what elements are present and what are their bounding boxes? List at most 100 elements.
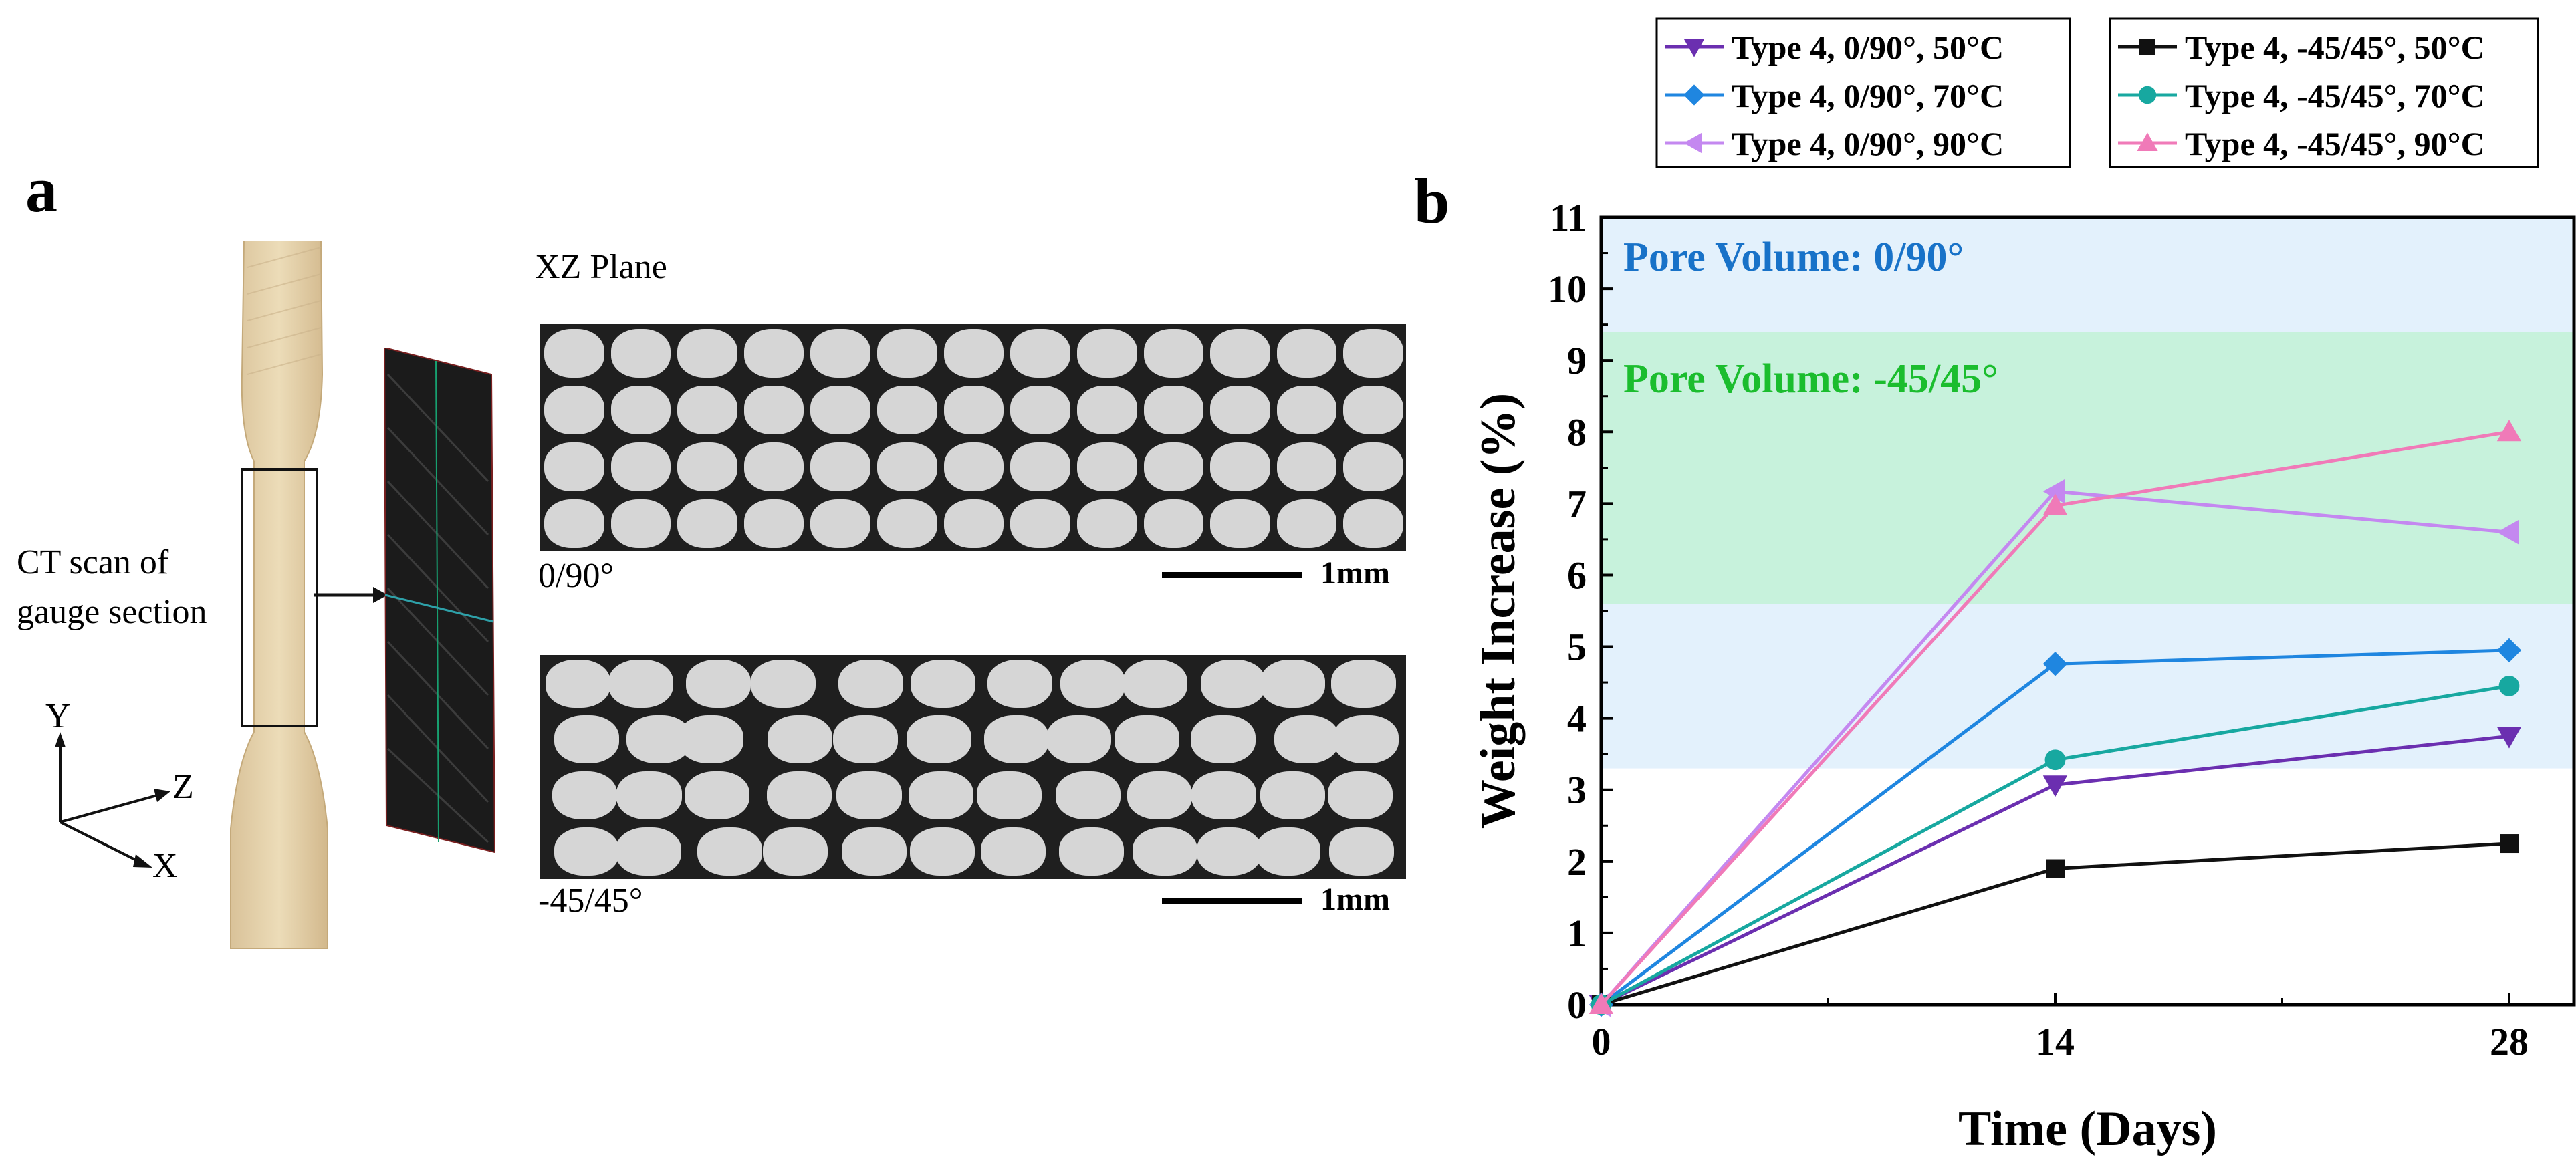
plane-label: XZ Plane xyxy=(535,248,667,286)
legend-marker-0 xyxy=(1683,39,1705,57)
ct-bead xyxy=(987,659,1053,708)
ct-bead xyxy=(1143,442,1204,491)
ct-bead xyxy=(1010,499,1070,548)
x-axis-label: Time (Days) xyxy=(1958,1101,2217,1156)
ct-bead xyxy=(1328,771,1393,820)
ct-slice-45-45 xyxy=(540,655,1406,879)
ct-bead xyxy=(743,385,804,434)
ct-bead xyxy=(943,499,1004,548)
ct-bead xyxy=(686,659,751,708)
ct-bead xyxy=(1210,385,1270,434)
legend-label-1: Type 4, 0/90°, 70°C xyxy=(1732,77,2004,114)
legend-label-2: Type 4, 0/90°, 90°C xyxy=(1732,125,2004,162)
ct-bead xyxy=(1076,499,1137,548)
scale-bar-top xyxy=(1162,572,1302,578)
ct-bead xyxy=(842,827,907,876)
ct-bead xyxy=(877,442,937,491)
ct-bead xyxy=(909,771,974,820)
ct-bead xyxy=(1255,827,1320,876)
ct-bead xyxy=(544,328,604,378)
data-point-4-1 xyxy=(2044,749,2066,771)
ct-bead xyxy=(1010,385,1070,434)
y-tick-label: 1 xyxy=(1567,912,1587,955)
legend-label-3: Type 4, -45/45°, 50°C xyxy=(2185,29,2485,66)
legend-label-0: Type 4, 0/90°, 50°C xyxy=(1732,29,2004,66)
ct-bead xyxy=(943,385,1004,434)
ct-bead xyxy=(1260,771,1326,820)
ct-bead xyxy=(1076,385,1137,434)
panel-b-letter: b xyxy=(1414,165,1450,237)
scale-label-top: 1mm xyxy=(1320,555,1390,591)
ct-bead xyxy=(554,827,620,876)
y-tick-label: 3 xyxy=(1567,769,1587,812)
band-label-0-90: Pore Volume: 0/90° xyxy=(1623,235,1964,280)
legend-marker-5 xyxy=(2137,132,2158,151)
ct-bead xyxy=(1274,715,1339,764)
legend-marker-3 xyxy=(2139,39,2155,55)
ct-bead xyxy=(833,715,899,764)
ct-bead xyxy=(1143,385,1204,434)
legend-box-0 xyxy=(1655,17,2071,168)
ct-bead xyxy=(1076,328,1137,378)
ct-bead xyxy=(1210,499,1270,548)
axis-y-label: Y xyxy=(45,697,71,735)
ct-bead xyxy=(810,385,871,434)
arrow-icon xyxy=(314,587,388,603)
ct-bead xyxy=(743,499,804,548)
ct-bead xyxy=(554,715,619,764)
ct-bead xyxy=(906,715,972,764)
ct-bead xyxy=(546,659,611,708)
ct-bead xyxy=(610,328,671,378)
ct-bead xyxy=(677,499,737,548)
ct-bead xyxy=(1143,328,1204,378)
shaded-band-1 xyxy=(1601,332,2574,604)
data-point-3-1 xyxy=(2046,859,2065,878)
ct-bead xyxy=(1132,827,1197,876)
axis-x-label: X xyxy=(152,847,178,885)
ct-bead xyxy=(1191,771,1257,820)
data-point-0-2 xyxy=(2496,727,2522,749)
ct-bead xyxy=(1190,715,1256,764)
ct-bead xyxy=(616,771,682,820)
ct-bead xyxy=(810,499,871,548)
ct-bead xyxy=(610,499,671,548)
y-tick-label: 9 xyxy=(1567,339,1587,382)
data-point-5-2 xyxy=(2496,420,2522,442)
ct-bead xyxy=(1059,827,1125,876)
ct-bead xyxy=(983,715,1049,764)
ct-bead xyxy=(1276,385,1337,434)
ct-bead xyxy=(1343,442,1403,491)
ct-bead xyxy=(836,771,902,820)
ct-bead xyxy=(877,385,937,434)
y-tick-label: 0 xyxy=(1567,983,1587,1027)
ct-bead xyxy=(608,659,674,708)
legend-box-1 xyxy=(2109,17,2539,168)
data-point-5-0 xyxy=(1589,992,1614,1014)
data-point-2-2 xyxy=(2496,520,2519,545)
ct-caption: CT scan of gauge section xyxy=(17,543,207,631)
ct-bead xyxy=(1010,328,1070,378)
ct-bead xyxy=(697,827,762,876)
ct-bead xyxy=(1330,659,1396,708)
x-tick-label: 28 xyxy=(2490,1020,2529,1063)
legend-label-5: Type 4, -45/45°, 90°C xyxy=(2185,125,2485,162)
ct-bead xyxy=(877,328,937,378)
legend-marker-1 xyxy=(1683,84,1705,106)
ct-bead xyxy=(1210,442,1270,491)
legend-marker-4 xyxy=(2138,86,2157,104)
ct-bead xyxy=(1260,659,1326,708)
legend-marker-2 xyxy=(1683,132,1702,154)
ct-bead xyxy=(911,659,976,708)
ct-bead xyxy=(981,827,1046,876)
ct-bead xyxy=(1060,659,1125,708)
ct-slice-0-90 xyxy=(540,324,1406,551)
data-point-3-2 xyxy=(2500,834,2519,854)
ct-bead xyxy=(838,659,904,708)
ct-bead xyxy=(1343,499,1403,548)
scale-label-bottom: 1mm xyxy=(1320,882,1390,917)
ct-bead xyxy=(1197,827,1262,876)
data-point-0-1 xyxy=(2042,775,2068,797)
y-tick-label: 2 xyxy=(1567,840,1587,884)
axis-triad xyxy=(55,732,170,868)
gauge-section-box xyxy=(241,468,318,727)
